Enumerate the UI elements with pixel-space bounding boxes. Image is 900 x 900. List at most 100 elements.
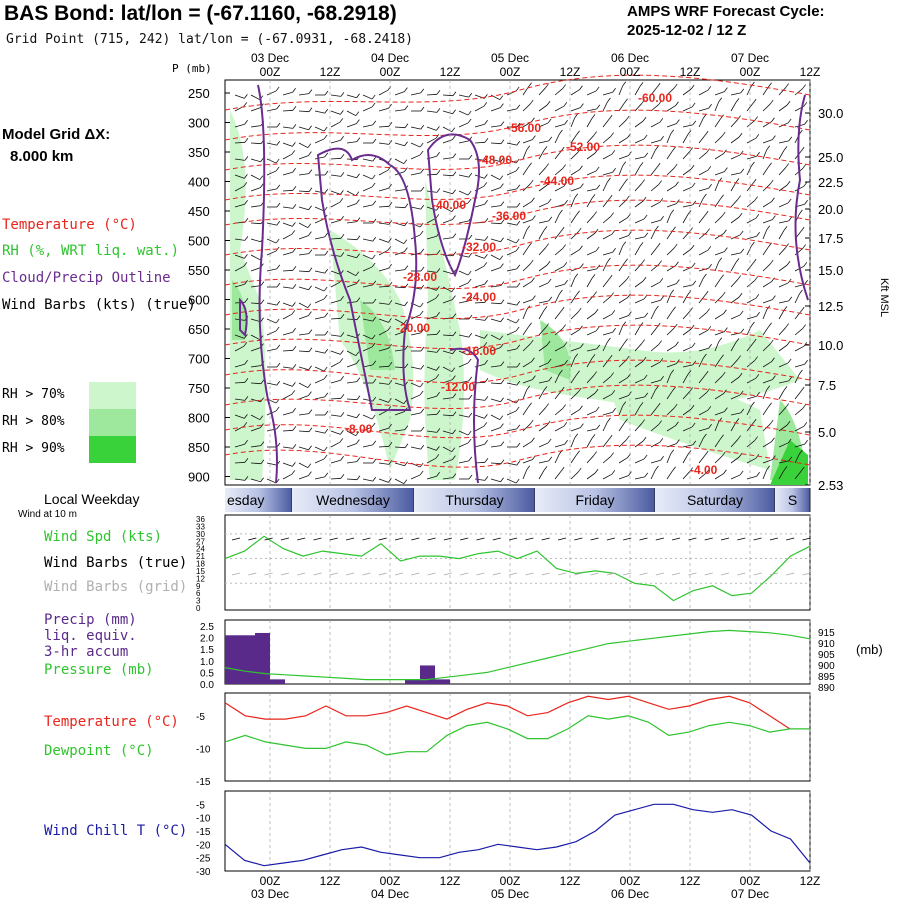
wind-barb — [282, 91, 293, 96]
height-tick-label: 5.0 — [818, 425, 836, 440]
wind-barb-flag — [276, 344, 281, 350]
surface-barb-true — [297, 537, 306, 541]
windchill-tick-label: -20 — [196, 840, 211, 851]
wind-barb-flag — [323, 286, 328, 292]
wind-barb-flag — [532, 375, 536, 380]
rh-region-8 — [770, 440, 808, 485]
wind-barb — [506, 158, 517, 164]
wind-barb-flag — [738, 372, 743, 378]
rh90-label: RH > 90% — [2, 441, 65, 456]
wind-barb — [346, 283, 357, 288]
wind-barb — [282, 206, 293, 209]
wind-barb — [266, 170, 277, 176]
wind-barb-flag — [580, 103, 584, 108]
wind-barb — [538, 407, 546, 416]
precip-liq-label: liq. equiv. — [44, 628, 137, 644]
surface-barb-grid — [753, 572, 762, 576]
wind-barb — [602, 181, 608, 192]
wind-barb-flag — [355, 351, 360, 356]
wind-barb — [522, 166, 529, 176]
wind-barb — [602, 171, 613, 176]
wind-barb — [618, 395, 629, 400]
wind-barb — [250, 205, 261, 208]
wind-barb-flag — [244, 414, 248, 419]
wind-barb-flag — [529, 419, 534, 425]
wind-barb-flag — [292, 302, 296, 307]
wind-barb-flag — [436, 206, 440, 211]
wind-barb-flag — [752, 418, 757, 424]
surface-barb-grid — [264, 572, 273, 576]
pressure-line — [224, 629, 811, 681]
wind-barb-flag — [467, 110, 472, 116]
wind-barb-flag — [467, 430, 472, 436]
wind-barb-flag — [670, 369, 675, 374]
wind-barb-flag — [771, 117, 775, 122]
windchill-panel-frame — [224, 790, 811, 872]
wind-barb-flag — [771, 357, 775, 362]
wind-barb — [362, 334, 373, 340]
wind-barb — [346, 238, 358, 241]
wind-barb-flag — [756, 232, 760, 237]
wind-barb — [458, 190, 469, 196]
wind-barb-flag — [276, 424, 281, 430]
wind-tick-label: 3 — [196, 597, 201, 606]
wind-barb-flag — [500, 281, 505, 286]
wind-barb — [234, 123, 245, 128]
wind-barb — [490, 302, 502, 305]
wind-barb-flag — [372, 236, 377, 242]
wind-barb-flag — [244, 120, 248, 125]
wind-barb — [778, 87, 786, 96]
wind-barb-flag — [563, 102, 568, 107]
wind-barb-flag — [420, 266, 425, 272]
wind-barb — [330, 254, 341, 257]
wind-barb-flag — [483, 182, 488, 187]
wind-barb — [538, 184, 548, 192]
height-tick-label: 7.5 — [818, 378, 836, 393]
wind-barb-flag — [500, 201, 505, 206]
wind-barb — [538, 344, 548, 352]
wind-barb — [794, 453, 800, 464]
wind-barb — [426, 173, 438, 176]
pressure-tick-label: 500 — [188, 234, 210, 249]
wind-barb — [458, 362, 469, 368]
rh80-label: RH > 80% — [2, 414, 65, 429]
wind-barb-flag — [291, 310, 296, 315]
wind-barb-flag — [766, 225, 771, 230]
wind-barb — [746, 280, 755, 288]
wind-barb-flag — [628, 231, 632, 236]
surface-barb-true — [264, 537, 273, 541]
wind-barb — [650, 166, 658, 176]
wind-barb — [490, 334, 501, 341]
wind-barb — [538, 220, 549, 224]
temp-contour-label: -60.00 — [638, 91, 672, 105]
wind-barb — [506, 222, 517, 226]
wind-barb-flag — [356, 315, 361, 320]
wind-barb-flag — [371, 94, 376, 100]
wind-barb-flag — [804, 200, 808, 205]
wind-barb-flag — [610, 132, 614, 137]
wind-barb-flag — [500, 343, 504, 348]
wind-barb-flag — [340, 252, 345, 257]
wind-barb — [554, 443, 565, 448]
wind-barb-flag — [468, 296, 473, 302]
wind-barb-flag — [420, 186, 425, 192]
wind-barb-flag — [404, 461, 408, 466]
wind-barb — [634, 280, 644, 288]
wind-barb — [522, 299, 533, 304]
wind-barb — [570, 169, 580, 176]
wind-barb — [314, 298, 325, 304]
wind-barb — [426, 217, 437, 224]
wind-barb-flag — [788, 136, 793, 142]
wind-barb-flag — [292, 186, 297, 191]
wind-barb-flag — [724, 247, 728, 252]
wind-barb-flag — [594, 308, 599, 314]
wind-barb-flag — [675, 421, 679, 426]
wind-barb — [730, 376, 740, 384]
wind-barb — [602, 438, 610, 448]
wind-barb-flag — [591, 274, 596, 279]
wind-barb — [298, 350, 310, 353]
wind-barb-flag — [526, 145, 531, 150]
wind-barb — [746, 422, 754, 432]
wind-barb — [650, 139, 661, 144]
wind-barb — [570, 374, 577, 384]
